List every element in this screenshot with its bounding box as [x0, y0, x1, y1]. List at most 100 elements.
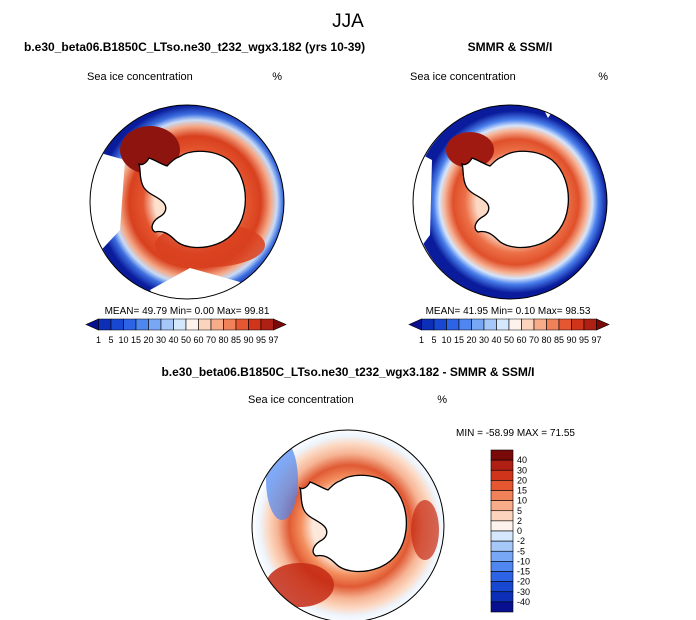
- colorbar-swatch: [496, 318, 510, 331]
- diff-unit-label: %: [437, 394, 447, 406]
- obs-map-border: [412, 104, 608, 300]
- colorbar-swatch: [458, 318, 472, 331]
- diff-stats: MIN = -58.99 MAX = 71.55: [456, 428, 575, 439]
- colorbar-swatch: [490, 500, 514, 512]
- colorbar-tick-label: 5: [108, 335, 113, 345]
- colorbar-tick-label: 20: [143, 335, 153, 345]
- colorbar-tick-label: 95: [579, 335, 589, 345]
- colorbar-swatch: [490, 469, 514, 481]
- colorbar-tick-label: 10: [118, 335, 128, 345]
- colorbar-swatch: [490, 520, 514, 532]
- obs-colorbar: 1 5 10 15 20 30 40 50 60 70 80 85 90 95 97: [408, 318, 610, 345]
- colorbar-swatch: [490, 601, 514, 613]
- colorbar-swatch: [490, 550, 514, 562]
- diff-variable-label: Sea ice concentration: [248, 394, 354, 406]
- colorbar-tick-label: 30: [517, 465, 527, 475]
- colorbar-swatch: [173, 318, 187, 331]
- colorbar-swatch: [408, 318, 422, 331]
- colorbar-swatch: [260, 318, 274, 331]
- colorbar-tick-label: 30: [156, 335, 166, 345]
- model-unit-label: %: [272, 71, 282, 83]
- colorbar-swatch: [533, 318, 547, 331]
- colorbar-tick-label: 20: [517, 475, 527, 485]
- colorbar-tick-label: 60: [516, 335, 526, 345]
- colorbar-tick-label: 10: [441, 335, 451, 345]
- diff-panel: Sea ice concentration % MIN = -58.99 MAX…: [248, 394, 575, 620]
- colorbar-tick-label: 0: [517, 526, 522, 536]
- colorbar-tick-label: 90: [566, 335, 576, 345]
- colorbar-swatch: [490, 581, 514, 593]
- colorbar-tick-label: -20: [517, 577, 530, 587]
- colorbar-swatch: [490, 571, 514, 582]
- model-map: [90, 105, 284, 299]
- colorbar-tick-label: 10: [517, 496, 527, 506]
- obs-panel-title: SMMR & SSM/I: [468, 40, 553, 54]
- colorbar-swatch: [490, 480, 514, 491]
- colorbar-tick-label: 60: [193, 335, 203, 345]
- colorbar-swatch: [483, 318, 497, 331]
- colorbar-tick-label: 85: [231, 335, 241, 345]
- colorbar-swatch: [490, 449, 514, 461]
- colorbar-swatch: [85, 318, 99, 331]
- colorbar-swatch: [98, 318, 112, 331]
- colorbar-tick-label: 70: [529, 335, 539, 345]
- colorbar-tick-label: 97: [268, 335, 278, 345]
- colorbar-swatch: [490, 530, 514, 542]
- obs-map: [413, 105, 607, 299]
- colorbar-swatch: [471, 318, 485, 331]
- colorbar-swatch: [135, 318, 149, 331]
- colorbar-tick-label: 50: [504, 335, 514, 345]
- model-colorbar: 1 5 10 15 20 30 40 50 60 70 80 85 90 95 97: [85, 318, 287, 345]
- obs-unit-label: %: [598, 71, 608, 83]
- colorbar-swatch: [490, 561, 514, 572]
- colorbar-tick-label: 20: [466, 335, 476, 345]
- colorbar-tick-label: 5: [431, 335, 436, 345]
- colorbar-swatch: [235, 318, 249, 331]
- colorbar-tick-label: -5: [517, 546, 525, 556]
- colorbar-swatch: [198, 318, 212, 331]
- colorbar-swatch: [210, 318, 224, 331]
- colorbar-swatch: [223, 318, 237, 331]
- colorbar-tick-label: 15: [517, 486, 527, 496]
- diff-map-border: [251, 429, 445, 620]
- colorbar-swatch: [546, 318, 560, 331]
- colorbar-swatch: [248, 318, 262, 331]
- obs-panel: Sea ice concentration % MEAN= 41.95 Min=…: [408, 71, 610, 345]
- colorbar-tick-label: -30: [517, 587, 530, 597]
- colorbar-tick-label: 15: [131, 335, 141, 345]
- colorbar-swatch: [433, 318, 447, 331]
- colorbar-tick-label: 97: [591, 335, 601, 345]
- colorbar-swatch: [148, 318, 162, 331]
- colorbar-tick-label: -15: [517, 567, 530, 577]
- obs-stats: MEAN= 41.95 Min= 0.10 Max= 98.53: [426, 306, 591, 317]
- colorbar-tick-label: 85: [554, 335, 564, 345]
- colorbar-tick-label: 40: [517, 455, 527, 465]
- colorbar-swatch: [185, 318, 199, 331]
- colorbar-swatch: [558, 318, 572, 331]
- diff-panel-title: b.e30_beta06.B1850C_LTso.ne30_t232_wgx3.…: [161, 365, 534, 379]
- colorbar-tick-label: 15: [454, 335, 464, 345]
- colorbar-tick-label: -10: [517, 556, 530, 566]
- colorbar-swatch: [490, 510, 514, 522]
- colorbar-swatch: [446, 318, 460, 331]
- model-map-border: [89, 104, 285, 300]
- colorbar-swatch: [571, 318, 585, 331]
- colorbar-swatch: [490, 459, 514, 471]
- colorbar-swatch: [160, 318, 174, 331]
- model-panel: Sea ice concentration % MEAN= 49.79 Min=…: [85, 71, 287, 345]
- model-variable-label: Sea ice concentration: [87, 71, 193, 83]
- colorbar-tick-label: 2: [517, 516, 522, 526]
- colorbar-swatch: [490, 591, 514, 603]
- colorbar-tick-label: -40: [517, 597, 530, 607]
- colorbar-swatch: [508, 318, 522, 331]
- colorbar-tick-label: 95: [256, 335, 266, 345]
- colorbar-swatch: [596, 318, 610, 331]
- colorbar-swatch: [123, 318, 137, 331]
- colorbar-tick-label: -2: [517, 536, 525, 546]
- colorbar-swatch: [583, 318, 597, 331]
- obs-variable-label: Sea ice concentration: [410, 71, 516, 83]
- model-panel-title: b.e30_beta06.B1850C_LTso.ne30_t232_wgx3.…: [24, 40, 365, 54]
- colorbar-tick-label: 1: [419, 335, 424, 345]
